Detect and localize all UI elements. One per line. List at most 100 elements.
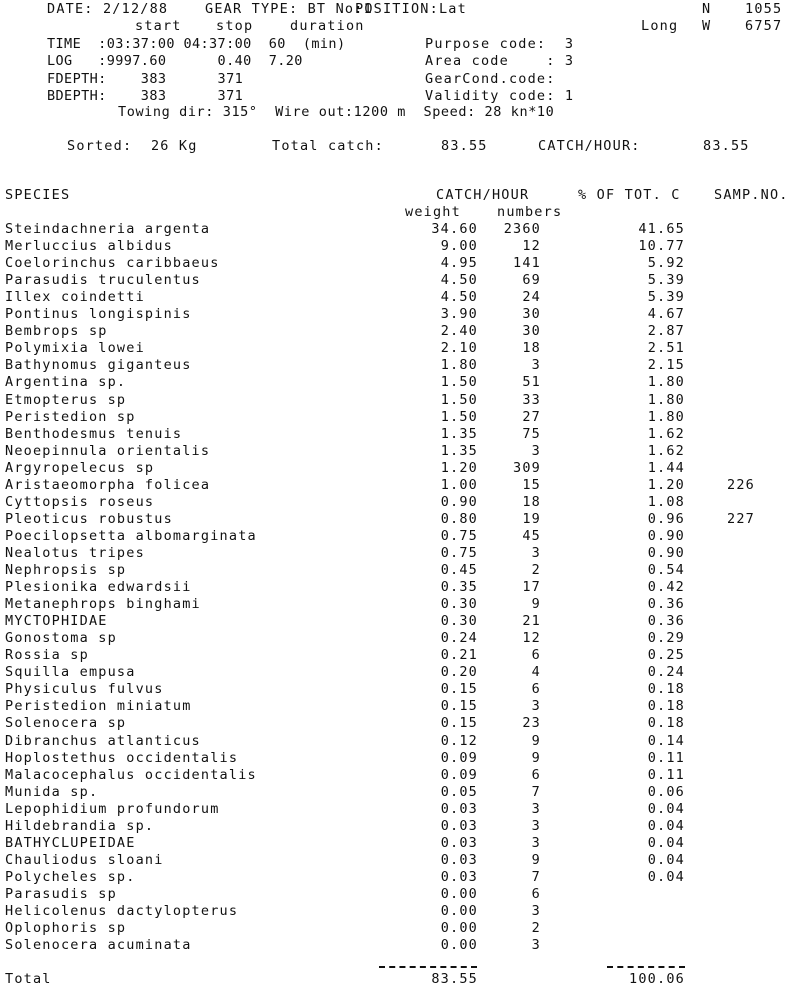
table-row: Benthodesmus tenuis 1.35 75 1.62 (0, 426, 800, 442)
cell-numbers: 45 (522, 527, 541, 544)
cell-species: Poecilopsetta albomarginata (5, 527, 257, 544)
cell-numbers: 6 (531, 766, 541, 783)
cell-weight: 4.50 (440, 289, 478, 306)
cell-weight: 0.03 (440, 868, 478, 885)
cell-weight: 0.24 (440, 630, 478, 647)
table-row: Helicolenus dactylopterus 0.00 3 (0, 903, 800, 919)
table-row: Neoepinnula orientalis 1.35 3 1.62 (0, 443, 800, 459)
cell-species: Coelorinchus caribbaeus (5, 255, 220, 272)
cell-weight: 1.50 (440, 374, 478, 391)
cell-pct: 0.54 (647, 562, 685, 578)
total-label: Total (5, 971, 52, 987)
total-catch-value: 83.55 (441, 138, 488, 154)
cell-numbers: 2360 (503, 221, 541, 237)
catch-hour-value: 83.55 (703, 138, 750, 154)
cell-species: Etmopterus sp (5, 391, 127, 408)
cell-species: Argyropelecus sp (5, 459, 155, 476)
table-row: Metanephrops binghami 0.30 9 0.36 (0, 596, 800, 612)
table-row: Etmopterus sp 1.50 33 1.80 (0, 392, 800, 408)
cell-pct: 1.20 (647, 476, 685, 493)
cell-weight: 1.50 (440, 408, 478, 425)
cell-species: Rossia sp (5, 647, 89, 664)
cell-pct: 1.44 (647, 459, 685, 476)
cell-species: Nephropsis sp (5, 562, 127, 578)
cell-numbers: 4 (531, 664, 541, 681)
cell-pct: 0.04 (647, 834, 685, 851)
area-code: Area code : 3 (425, 53, 575, 69)
fdepth-line: FDEPTH: 383 371 (47, 71, 244, 87)
cell-species: Squilla empusa (5, 664, 136, 681)
cell-species: Neoepinnula orientalis (5, 442, 211, 459)
long-hemisphere: W (702, 18, 712, 34)
table-row: Lepophidium profundorum 0.03 3 0.04 (0, 801, 800, 817)
cell-numbers: 3 (531, 544, 541, 561)
cell-numbers: 3 (531, 834, 541, 851)
cell-species: Metanephrops binghami (5, 596, 201, 613)
table-row: Dibranchus atlanticus 0.12 9 0.14 (0, 733, 800, 749)
cell-species: Lepophidium profundorum (5, 800, 220, 817)
table-row: Munida sp. 0.05 7 0.06 (0, 784, 800, 800)
samp-header: SAMP.NO. (714, 187, 789, 203)
table-row: Physiculus fulvus 0.15 6 0.18 (0, 681, 800, 697)
table-row: Chauliodus sloani 0.03 9 0.04 (0, 852, 800, 868)
cell-species: BATHYCLUPEIDAE (5, 834, 136, 851)
cell-weight: 0.15 (440, 698, 478, 715)
cell-species: Solenocera sp (5, 715, 127, 732)
cell-pct: 0.90 (647, 544, 685, 561)
table-row: Pleoticus robustus 0.80 19 0.96 227 (0, 511, 800, 527)
table-row: Nephropsis sp 0.45 2 0.54 (0, 562, 800, 578)
bdepth-line: BDEPTH: 383 371 (47, 88, 244, 104)
numbers-header: numbers (497, 204, 563, 220)
log-line: LOG :9997.60 0.40 7.20 (47, 53, 303, 69)
cell-species: Aristaeomorpha folicea (5, 476, 211, 493)
cell-numbers: 30 (522, 306, 541, 323)
cell-numbers: 9 (531, 596, 541, 613)
cell-numbers: 12 (522, 238, 541, 255)
cell-numbers: 309 (513, 459, 541, 476)
cell-weight: 3.90 (440, 306, 478, 323)
cell-weight: 0.20 (440, 664, 478, 681)
cell-weight: 0.30 (440, 613, 478, 630)
cell-pct: 0.11 (647, 749, 685, 766)
catch-hour-header: CATCH/HOUR (436, 187, 530, 203)
cell-species: Munida sp. (5, 783, 99, 800)
cell-weight: 2.40 (440, 323, 478, 340)
cell-numbers: 33 (522, 391, 541, 408)
cell-numbers: 6 (531, 647, 541, 664)
cell-pct: 0.18 (647, 698, 685, 715)
cell-numbers: 21 (522, 613, 541, 630)
table-row: Steindachneria argenta 34.60 2360 41.65 (0, 221, 800, 237)
cell-weight: 0.15 (440, 715, 478, 732)
cell-species: Pontinus longispinis (5, 306, 192, 323)
table-row: Coelorinchus caribbaeus 4.95 141 5.92 (0, 255, 800, 271)
cell-pct: 0.90 (647, 527, 685, 544)
cell-numbers: 7 (531, 783, 541, 800)
cell-species: MYCTOPHIDAE (5, 613, 108, 630)
table-row: Polycheles sp. 0.03 7 0.04 (0, 869, 800, 885)
table-row: Hoplostethus occidentalis 0.09 9 0.11 (0, 750, 800, 766)
table-row: Parasudis truculentus 4.50 69 5.39 (0, 272, 800, 288)
cell-pct: 0.29 (647, 630, 685, 647)
lat-hemisphere: N (702, 1, 712, 17)
cell-species: Nealotus tripes (5, 544, 145, 561)
cell-numbers: 18 (522, 340, 541, 357)
cell-numbers: 3 (531, 698, 541, 715)
cell-pct: 1.62 (647, 442, 685, 459)
cell-weight: 0.15 (440, 681, 478, 698)
cell-weight: 1.35 (440, 425, 478, 442)
date: DATE: 2/12/88 (47, 1, 169, 17)
cell-numbers: 3 (531, 800, 541, 817)
cell-pct: 41.65 (638, 221, 685, 237)
cell-numbers: 3 (531, 937, 541, 954)
cell-species: Parasudis truculentus (5, 272, 201, 289)
table-row: BATHYCLUPEIDAE 0.03 3 0.04 (0, 835, 800, 851)
cell-species: Helicolenus dactylopterus (5, 903, 239, 919)
table-row: Aristaeomorpha folicea 1.00 15 1.20 226 (0, 477, 800, 493)
cell-samp: 227 (727, 510, 755, 527)
towing-line: Towing dir: 315° Wire out:1200 m Speed: … (118, 104, 555, 120)
cell-numbers: 18 (522, 493, 541, 510)
catch-hour-label: CATCH/HOUR: (538, 138, 641, 154)
position-label: POSITION:Lat (355, 1, 467, 17)
cell-pct: 0.36 (647, 613, 685, 630)
table-row: MYCTOPHIDAE 0.30 21 0.36 (0, 613, 800, 629)
